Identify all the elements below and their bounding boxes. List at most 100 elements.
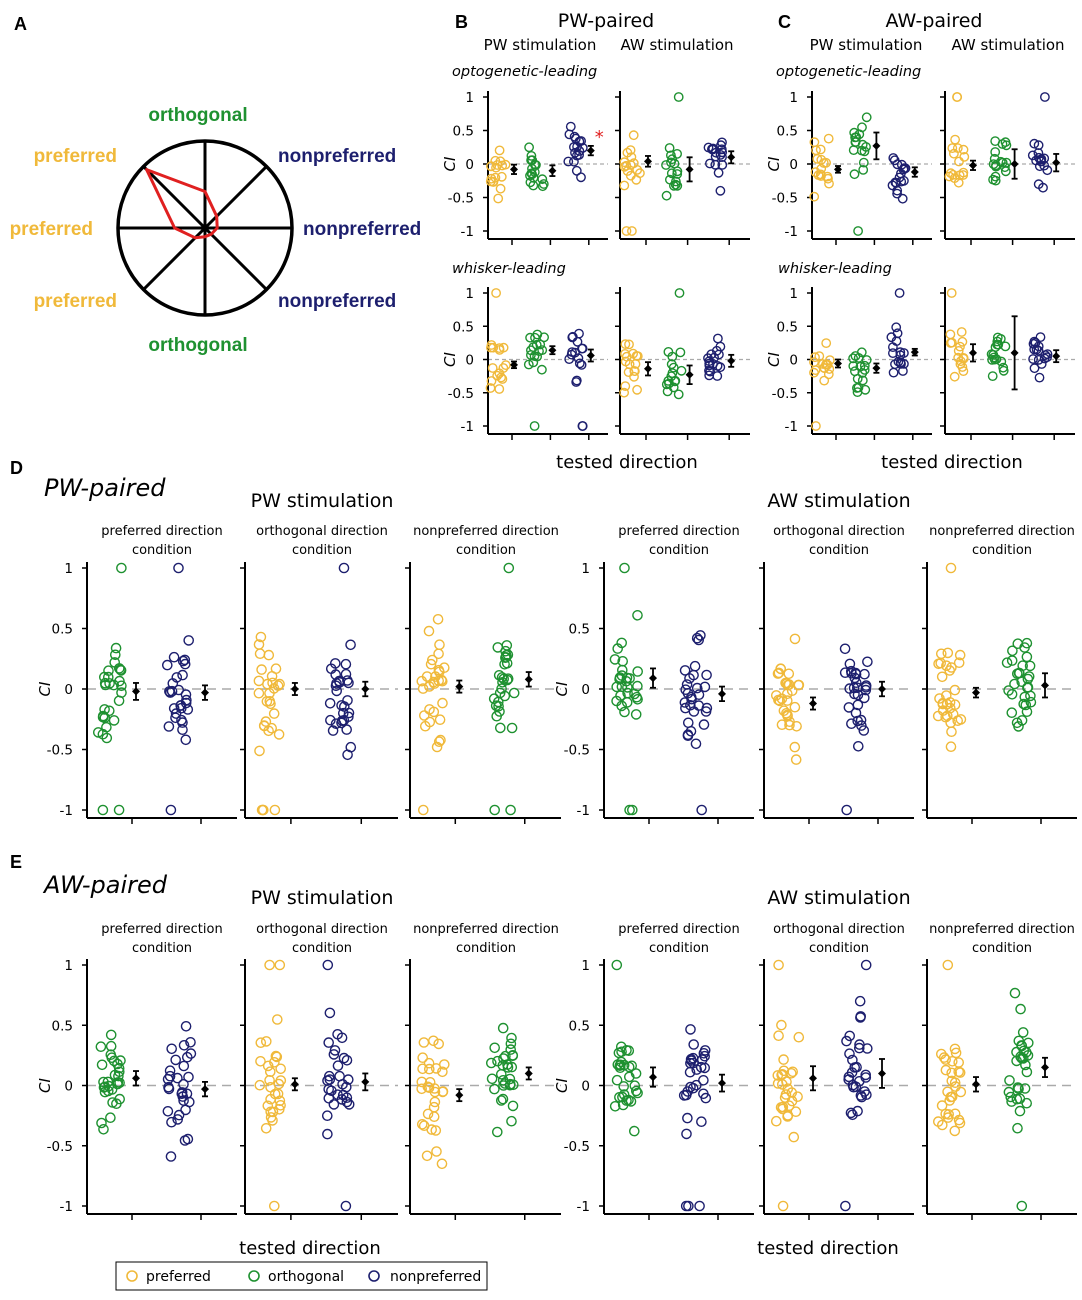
data-point-preferred [416, 1119, 428, 1130]
polar-spoke [142, 165, 207, 230]
data-point-orthogonal [666, 168, 677, 179]
data-point-preferred [432, 614, 444, 625]
data-point-preferred [423, 1057, 435, 1069]
data-point-preferred [436, 1158, 448, 1170]
data-point-nonpreferred [688, 1039, 700, 1050]
data-point-preferred [487, 363, 498, 373]
d-cond-2b: condition [292, 543, 352, 558]
data-point-nonpreferred [691, 632, 703, 644]
mean-marker [1010, 348, 1019, 357]
data-point-preferred [255, 1056, 266, 1067]
data-point-preferred [265, 1112, 277, 1123]
panel-d-aw-stim-label: AW stimulation [767, 490, 910, 512]
data-point-orthogonal [618, 1081, 630, 1092]
mean-marker [524, 675, 533, 684]
data-point-orthogonal [1012, 1122, 1023, 1134]
y-axis-label: CI [441, 156, 459, 171]
subplot [405, 562, 561, 824]
data-point-orthogonal [491, 710, 503, 722]
data-point-nonpreferred [323, 1093, 335, 1104]
data-point-nonpreferred [165, 804, 177, 816]
data-point-nonpreferred [689, 660, 701, 672]
data-point-orthogonal [990, 175, 1001, 186]
data-point-orthogonal [1000, 137, 1011, 148]
data-point-orthogonal [1018, 698, 1030, 710]
data-point-nonpreferred [679, 697, 691, 708]
data-point-nonpreferred [336, 1032, 348, 1044]
data-point-nonpreferred [849, 1062, 861, 1073]
data-point-orthogonal [619, 706, 630, 718]
data-point-orthogonal [498, 1080, 509, 1091]
mean-marker [586, 351, 595, 360]
data-point-preferred [773, 1030, 784, 1041]
data-point-orthogonal [535, 339, 546, 350]
data-point-preferred [491, 288, 501, 298]
d-cond-5a: orthogonal direction [773, 524, 905, 539]
data-point-preferred [433, 1038, 445, 1050]
data-point-orthogonal [485, 1057, 497, 1069]
data-point-orthogonal [105, 1112, 116, 1123]
data-point-orthogonal [1022, 673, 1034, 685]
data-point-nonpreferred [897, 193, 908, 204]
data-point-preferred [788, 1131, 800, 1143]
mean-marker [290, 1080, 299, 1089]
y-tick-label: 1 [64, 561, 73, 577]
data-point-nonpreferred [709, 352, 719, 363]
data-point-nonpreferred [166, 1043, 177, 1055]
e-cond-1b: condition [132, 941, 192, 956]
data-point-nonpreferred [844, 683, 856, 694]
data-point-orthogonal [501, 657, 513, 669]
data-point-orthogonal [986, 349, 997, 360]
data-point-nonpreferred [565, 121, 576, 132]
data-point-orthogonal [1000, 341, 1011, 352]
data-point-nonpreferred [1028, 338, 1039, 349]
data-point-preferred [937, 1119, 948, 1131]
data-point-nonpreferred [340, 1200, 352, 1212]
data-point-orthogonal [1021, 651, 1033, 663]
data-point-orthogonal [618, 1059, 630, 1071]
data-point-orthogonal [661, 160, 671, 170]
mean-marker [878, 1069, 886, 1078]
data-point-orthogonal [848, 145, 859, 156]
e-cond-3a: nonpreferred direction [413, 922, 559, 937]
data-point-orthogonal [861, 112, 872, 123]
data-point-preferred [274, 959, 286, 971]
mean-marker [685, 370, 694, 379]
data-point-preferred [955, 359, 966, 369]
data-point-preferred [417, 804, 429, 816]
data-point-orthogonal [112, 1058, 123, 1070]
data-point-preferred [253, 687, 265, 699]
data-point-nonpreferred [681, 679, 693, 690]
y-tick-label: 1 [465, 286, 474, 302]
data-point-preferred [266, 722, 278, 734]
data-point-preferred [942, 647, 954, 659]
data-point-orthogonal [524, 142, 534, 153]
data-point-nonpreferred [336, 715, 348, 727]
data-point-nonpreferred [1034, 372, 1045, 383]
data-point-preferred [821, 338, 832, 348]
data-point-orthogonal [1017, 1027, 1029, 1038]
y-tick-label: -0.5 [47, 1139, 73, 1155]
data-point-preferred [780, 1089, 792, 1100]
data-point-nonpreferred [862, 1043, 873, 1054]
data-point-orthogonal [630, 709, 642, 720]
mean-marker [361, 1077, 370, 1086]
data-point-preferred [254, 745, 265, 757]
data-point-preferred [947, 143, 958, 154]
y-tick-label: -1 [461, 419, 474, 435]
data-point-orthogonal [98, 1124, 109, 1135]
data-point-nonpreferred [699, 1045, 711, 1056]
data-point-nonpreferred [571, 165, 582, 176]
data-point-orthogonal [629, 688, 640, 700]
data-point-nonpreferred [843, 1071, 855, 1083]
data-point-preferred [792, 1091, 803, 1102]
data-point-nonpreferred [896, 176, 907, 187]
data-point-nonpreferred [340, 668, 352, 680]
data-point-preferred [254, 648, 266, 660]
data-point-orthogonal [852, 373, 863, 384]
data-point-orthogonal [849, 127, 860, 138]
data-point-preferred [269, 1088, 281, 1100]
data-point-preferred [437, 1066, 448, 1078]
panel-e-condition-labels: preferred direction condition orthogonal… [101, 922, 1075, 956]
data-point-preferred [815, 169, 826, 180]
